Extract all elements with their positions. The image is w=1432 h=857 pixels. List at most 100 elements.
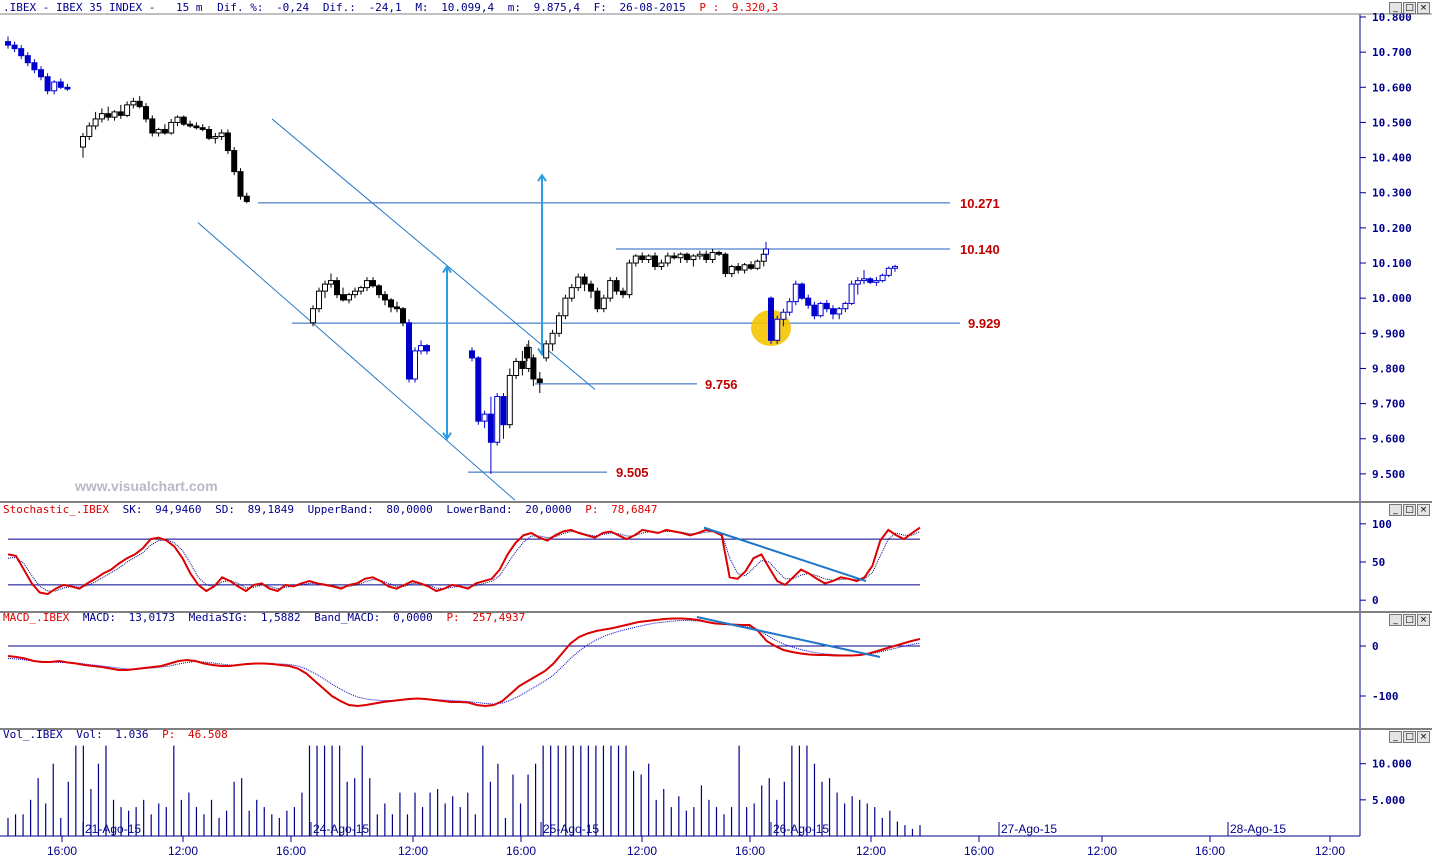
interval: 15 m (176, 1, 203, 14)
candle-body (481, 413, 488, 422)
price-tick-label: 9.900 (1372, 327, 1405, 340)
candle-body (5, 41, 11, 46)
candle-body (57, 81, 64, 88)
candle-body (632, 255, 639, 264)
candle-body (575, 276, 582, 289)
stochastic-header: Stochastic_.IBEX SK: 94,9460 SD: 89,1849… (3, 503, 657, 516)
vol-p-label: P: (162, 728, 175, 741)
candle-body (543, 343, 550, 359)
candle-body (328, 280, 334, 285)
time-label: 16:00 (964, 844, 994, 857)
candle-body (487, 413, 494, 443)
dif-label: Dif.: (323, 1, 356, 14)
macd-maximize-button[interactable]: □ (1403, 614, 1416, 626)
candle-body (823, 302, 830, 310)
candle-body (774, 318, 781, 341)
macd-p-value: 257,4937 (472, 611, 525, 624)
vol-minimize-button[interactable]: _ (1389, 731, 1402, 743)
candle-body (149, 118, 156, 134)
candle-body (364, 280, 370, 289)
price-tick-label: 10.500 (1372, 116, 1412, 129)
candle-body (130, 100, 137, 106)
candle-body (530, 357, 537, 380)
candle-body (613, 280, 620, 292)
vol-close-button[interactable]: × (1417, 731, 1430, 743)
macd-minimize-button[interactable]: _ (1389, 614, 1402, 626)
candle-body (873, 280, 880, 283)
time-label: 12:00 (1087, 844, 1117, 857)
stoch-close-button[interactable]: × (1417, 504, 1430, 516)
candle-body (556, 315, 562, 334)
macd-line (7, 617, 921, 708)
sk-label: SK: (123, 503, 143, 516)
candle-body (549, 332, 556, 345)
candle-body (117, 111, 124, 116)
dif-value: -24,1 (369, 1, 402, 14)
price-label: P : (699, 1, 719, 14)
price-tick-label: 10.700 (1372, 46, 1412, 59)
candle-body (98, 113, 105, 120)
macd-close-button[interactable]: × (1417, 614, 1430, 626)
candle-body (86, 125, 93, 137)
time-label: 12:00 (168, 844, 198, 857)
channel-lower-line (197, 222, 516, 501)
candle-body (64, 86, 71, 90)
candle-body (193, 125, 200, 129)
candle-body (830, 308, 836, 315)
candle-body (568, 287, 575, 299)
price-tick-label: 10.800 (1372, 11, 1412, 24)
time-axis: 16:00 12:00 16:00 12:00 16:00 12:00 16:00 12:00… (47, 822, 1345, 857)
candle-body (652, 255, 658, 268)
min-label: m: (508, 1, 521, 14)
measure-arrow-2-head (537, 173, 547, 182)
vol-value: 1.036 (115, 728, 148, 741)
candle-body (722, 253, 729, 275)
candle-body (748, 264, 754, 269)
candle-body (658, 262, 665, 268)
stoch-sk-line (7, 526, 921, 596)
vol-tick-label: 10.000 (1372, 758, 1412, 771)
price-tick-label: 10.200 (1372, 222, 1412, 235)
price-minimize-button[interactable]: _ (1389, 2, 1402, 14)
candle-body (24, 55, 31, 64)
candle-body (322, 283, 328, 292)
stoch-minimize-button[interactable]: _ (1389, 504, 1402, 516)
price-close-button[interactable]: × (1417, 2, 1430, 14)
vol-maximize-button[interactable]: □ (1403, 731, 1416, 743)
vol-label: Vol: (76, 728, 103, 741)
candle-body (792, 283, 799, 303)
candle-body (506, 374, 513, 426)
candle-body (358, 287, 364, 292)
candle-body (243, 195, 250, 203)
stoch-tick-label: 100 (1372, 518, 1392, 531)
candle-body (124, 104, 131, 116)
price-maximize-button[interactable]: □ (1403, 2, 1416, 14)
macd-tick-label: -100 (1372, 690, 1399, 703)
candle-body (811, 304, 818, 317)
bandmacd-value: 0,0000 (393, 611, 433, 624)
candle-body (494, 396, 501, 443)
time-label: 12:00 (398, 844, 428, 857)
candle-body (696, 253, 703, 257)
level-label: 9.756 (705, 377, 738, 392)
date-value: 26-08-2015 (620, 1, 686, 14)
candle-body (799, 283, 805, 299)
candle-body (768, 297, 774, 341)
candle-body (475, 357, 482, 422)
candle-body (763, 248, 769, 255)
price-tick-label: 9.700 (1372, 398, 1405, 411)
stoch-maximize-button[interactable]: □ (1403, 504, 1416, 516)
date-label: 27-Ago-15 (1001, 822, 1057, 836)
price-tick-label: 10.000 (1372, 292, 1412, 305)
candle-body (513, 360, 520, 376)
time-label: 16:00 (47, 844, 77, 857)
upperband-value: 80,0000 (386, 503, 432, 516)
candle-body (842, 302, 849, 310)
volume-name: Vol_.IBEX (3, 728, 63, 741)
level-label: 9.929 (968, 316, 1001, 331)
candle-body (879, 274, 886, 282)
candle-body (168, 121, 175, 134)
mediasig-value: 1,5882 (261, 611, 301, 624)
lowerband-label: LowerBand: (446, 503, 512, 516)
macd-divergence-line (696, 616, 881, 658)
